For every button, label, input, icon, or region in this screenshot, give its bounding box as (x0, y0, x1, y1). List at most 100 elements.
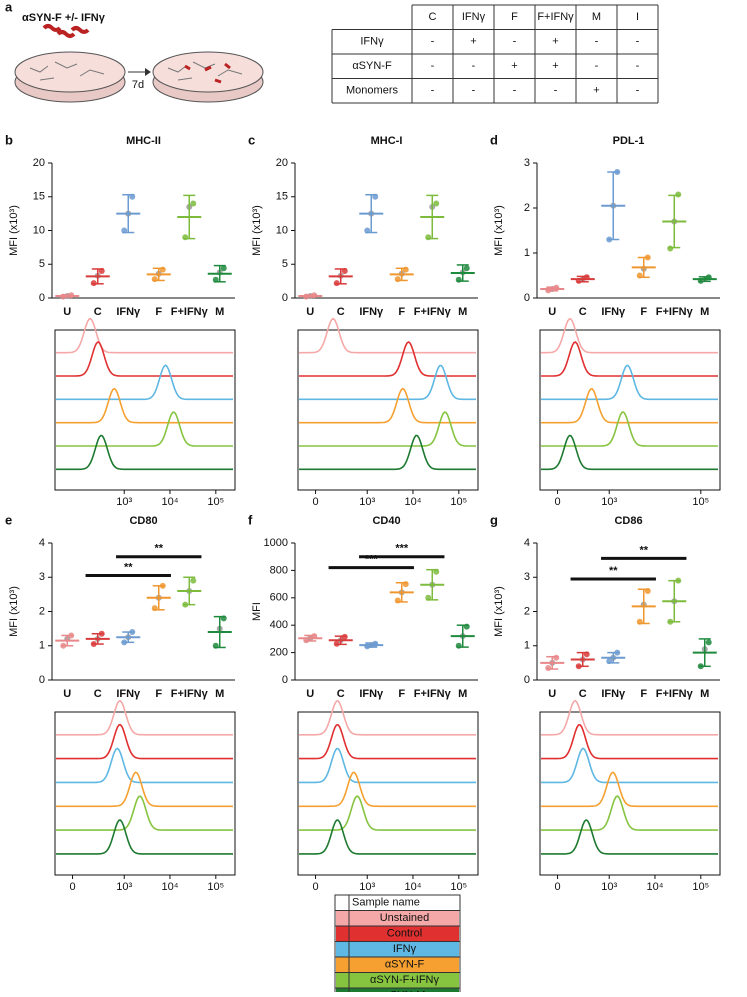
x-tick-label: C (337, 688, 345, 700)
y-tick-label: 0 (39, 674, 45, 686)
legend-label: IFNγ (393, 943, 417, 955)
legend-label: Unstained (380, 912, 430, 924)
histogram-curve (541, 387, 718, 424)
x-tick-label: 10⁴ (161, 496, 178, 508)
panel-label: f (248, 512, 253, 527)
legend-cell (349, 973, 459, 988)
table-cell: - (636, 36, 640, 48)
y-tick-label: 400 (270, 619, 288, 631)
data-point (433, 200, 440, 207)
x-tick-label: 0 (554, 881, 560, 893)
histogram-curve (56, 771, 233, 808)
y-tick-label: 4 (39, 537, 45, 549)
data-point (463, 265, 470, 272)
y-tick-label: 2 (524, 202, 530, 214)
y-tick-label: 5 (282, 258, 288, 270)
histogram-frame (297, 711, 479, 876)
x-tick-label: 10⁵ (450, 496, 467, 508)
histogram-curve (56, 795, 233, 831)
histogram-curve (56, 819, 233, 855)
table-cell: + (552, 60, 558, 72)
duration-label: 7d (132, 79, 144, 91)
significance-label: ** (609, 565, 618, 577)
table-header: F+IFNγ (537, 11, 574, 23)
histogram-curve (56, 341, 233, 377)
y-tick-label: 15 (33, 191, 45, 203)
legend-cell (349, 942, 459, 957)
x-tick-label: M (458, 688, 467, 700)
x-tick-label: 0 (554, 496, 560, 508)
histogram-curve (299, 795, 476, 831)
table-cell: - (595, 60, 599, 72)
significance-label: ** (124, 561, 133, 573)
y-axis-label: MFI (x10³) (493, 205, 505, 256)
x-tick-label: U (548, 306, 556, 318)
histogram-curve (299, 341, 476, 377)
legend-label: Control (387, 928, 422, 940)
y-tick-label: 0 (282, 674, 288, 686)
x-tick-label: 0 (69, 881, 75, 893)
legend-frame (334, 894, 461, 997)
data-point (220, 265, 227, 272)
histogram-curve (541, 434, 718, 471)
legend-label: αSYN-F (385, 959, 425, 971)
x-tick-label: IFNγ (116, 306, 141, 318)
y-tick-label: 3 (524, 157, 530, 169)
x-tick-label: U (63, 688, 71, 700)
legend-swatch (336, 957, 349, 972)
x-tick-label: 10³ (359, 881, 375, 893)
histogram-frame (539, 329, 721, 491)
y-tick-label: 0 (524, 674, 530, 686)
y-tick-label: 1 (524, 247, 530, 259)
y-tick-label: 15 (276, 191, 288, 203)
chart-title: CD80 (129, 515, 157, 527)
panel-label: c (248, 132, 255, 147)
histogram-curve (541, 723, 718, 760)
x-tick-label: C (94, 306, 102, 318)
y-tick-label: 3 (524, 571, 530, 583)
x-tick-label: 10⁵ (207, 496, 224, 508)
table-header: F (511, 11, 518, 23)
x-tick-label: IFNγ (359, 306, 384, 318)
histogram-curve (541, 795, 718, 831)
y-tick-label: 1 (39, 640, 45, 652)
histogram-curve (299, 723, 476, 760)
data-point (545, 665, 552, 672)
histogram-curve (541, 771, 718, 808)
table-cell: - (636, 60, 640, 72)
data-point (675, 191, 682, 198)
x-tick-label: F+IFNγ (414, 306, 452, 318)
x-tick-label: F+IFNγ (414, 688, 452, 700)
x-tick-label: U (548, 688, 556, 700)
chart-title: MHC-II (126, 135, 161, 147)
histogram-curve (56, 317, 233, 354)
x-tick-label: M (700, 688, 709, 700)
x-tick-label: 10³ (359, 496, 375, 508)
x-tick-label: 10⁴ (404, 881, 421, 893)
x-tick-label: U (306, 306, 314, 318)
histogram-curve (56, 700, 233, 736)
histogram-curve (541, 411, 718, 447)
y-tick-label: 0 (524, 292, 530, 304)
x-tick-label: C (337, 306, 345, 318)
y-tick-label: 20 (33, 157, 45, 169)
significance-label: *** (395, 543, 409, 555)
table-header: I (636, 11, 639, 23)
histogram-curve (541, 747, 718, 784)
histogram-curve (299, 771, 476, 808)
legend-cell (349, 911, 459, 926)
significance-label: ** (639, 544, 648, 556)
table-row-label: IFNγ (360, 36, 384, 48)
data-point (553, 654, 560, 661)
y-tick-label: 4 (524, 537, 530, 549)
histogram-frame (54, 711, 236, 876)
y-tick-label: 200 (270, 647, 288, 659)
x-tick-label: 10⁵ (450, 881, 467, 893)
histogram-curve (56, 387, 233, 424)
treatment-label: αSYN-F +/- IFNγ (22, 12, 106, 24)
table-row-label: Monomers (346, 85, 398, 97)
chart-title: CD86 (614, 515, 642, 527)
x-tick-label: F (640, 688, 647, 700)
table-cell: - (595, 36, 599, 48)
